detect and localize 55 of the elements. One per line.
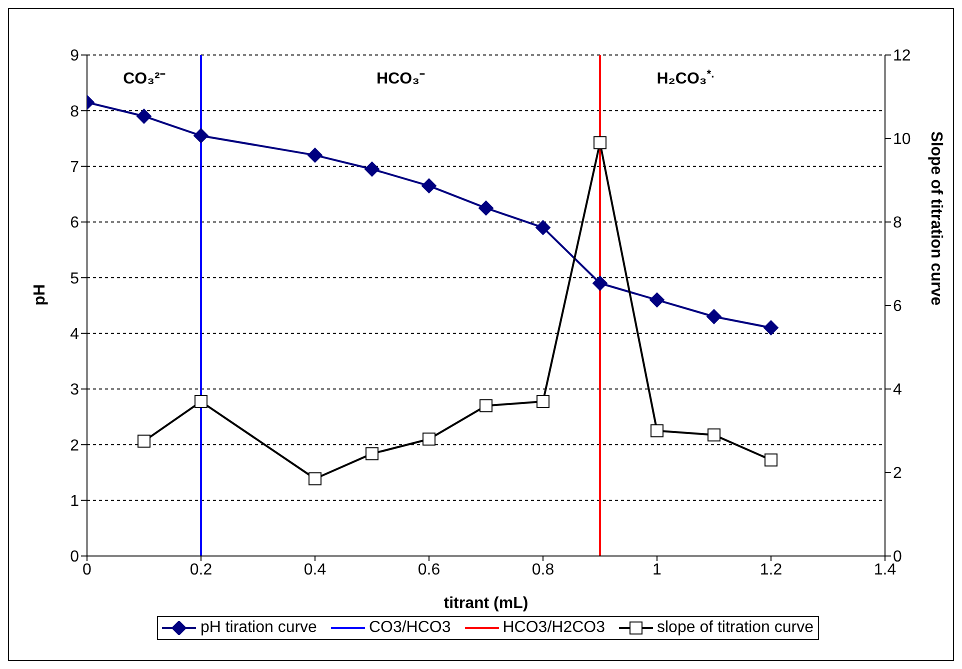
point <box>194 128 208 144</box>
x-tick-label: 0.8 <box>532 561 554 578</box>
point <box>364 162 380 177</box>
y-tick-label: 7 <box>70 159 80 176</box>
y-tick-label: 9 <box>70 48 80 65</box>
point <box>478 200 494 216</box>
y2-axis-title: Slope of titration curve <box>927 131 944 306</box>
y-tick-label: 2 <box>70 437 80 454</box>
x-tick-label: 0.6 <box>418 561 440 578</box>
x-tick-label: 0.2 <box>190 561 212 578</box>
point <box>422 432 436 446</box>
point <box>764 453 778 466</box>
legend-label: slope of titration curve <box>656 619 814 637</box>
legend-label: HCO3/H2CO3 <box>502 619 605 637</box>
point <box>594 136 606 150</box>
y-tick-label: 4 <box>70 326 80 344</box>
annotation: HCO₃⁻ <box>376 70 426 88</box>
legend-label: CO3/HCO3 <box>368 619 451 637</box>
x-axis-title: titrant (mL) <box>444 595 528 612</box>
point <box>536 395 550 408</box>
y2-tick-label: 6 <box>893 298 902 316</box>
point <box>136 108 152 124</box>
annotation: CO₃²⁻ <box>123 70 166 88</box>
y-tick-label: 0 <box>70 548 80 566</box>
point <box>706 309 722 324</box>
annotation: H₂CO₃$^{*.}$ <box>656 68 714 88</box>
x-tick-label: 1 <box>652 561 662 578</box>
point <box>308 148 322 163</box>
y-tick-label: 3 <box>70 382 80 399</box>
point <box>650 292 664 308</box>
legend-label: pH tiration curve <box>199 619 317 637</box>
point <box>422 178 436 194</box>
point <box>650 424 664 438</box>
point <box>536 220 550 236</box>
x-tick-label: 0.4 <box>304 561 326 578</box>
y2-tick-label: 12 <box>893 48 911 65</box>
point <box>138 434 150 448</box>
y-axis-title: pH <box>32 284 49 306</box>
point <box>708 428 720 442</box>
x-tick-label: 0 <box>82 561 92 578</box>
point <box>480 399 492 412</box>
y-tick-label: 6 <box>70 214 80 232</box>
point <box>592 276 608 291</box>
x-tick-label: 1.2 <box>760 561 782 578</box>
y2-tick-label: 8 <box>893 214 902 232</box>
y-tick-label: 8 <box>70 103 80 120</box>
y-tick-label: 5 <box>70 270 80 288</box>
point <box>366 447 378 460</box>
y-tick-label: 1 <box>70 493 80 510</box>
y2-tick-label: 10 <box>893 131 911 148</box>
y2-tick-label: 2 <box>893 465 902 482</box>
y2-tick-label: 4 <box>893 382 902 399</box>
point <box>764 320 778 336</box>
point <box>194 395 208 408</box>
point <box>308 472 322 486</box>
